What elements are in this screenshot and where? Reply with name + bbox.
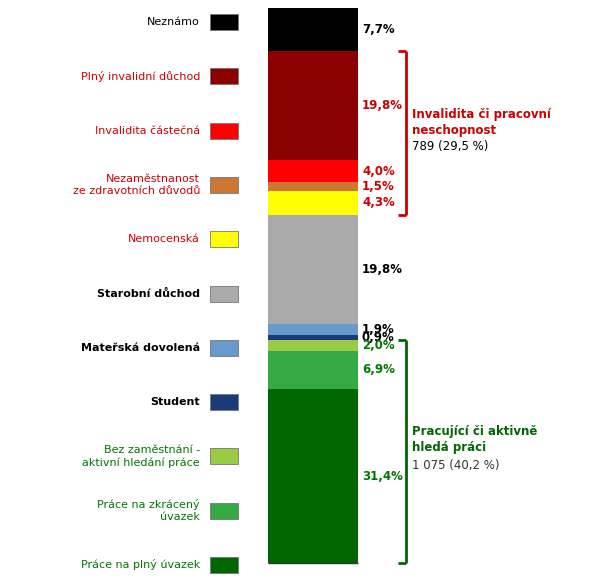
- Text: 4,3%: 4,3%: [362, 196, 395, 209]
- Bar: [268, 335, 358, 340]
- Text: 6,9%: 6,9%: [362, 364, 395, 376]
- Bar: [268, 191, 358, 215]
- Text: 7,7%: 7,7%: [362, 23, 395, 36]
- Bar: [210, 123, 238, 138]
- Text: Nezaměstnanost
ze zdravotních důvodů: Nezaměstnanost ze zdravotních důvodů: [73, 174, 200, 196]
- Text: Bez zaměstnání -
aktivní hledání práce: Bez zaměstnání - aktivní hledání práce: [82, 445, 200, 467]
- Text: Nemocenská: Nemocenská: [128, 234, 200, 244]
- Bar: [268, 182, 358, 191]
- Text: Plný invalidní důchod: Plný invalidní důchod: [80, 71, 200, 82]
- Text: Invalidita či pracovní
neschopnost: Invalidita či pracovní neschopnost: [412, 108, 551, 137]
- Bar: [210, 231, 238, 247]
- Text: Mateřská dovolená: Mateřská dovolená: [81, 343, 200, 353]
- Text: 0,9%: 0,9%: [362, 331, 395, 344]
- Text: Student: Student: [150, 397, 200, 407]
- Bar: [210, 68, 238, 85]
- Bar: [268, 351, 358, 389]
- Text: 2,0%: 2,0%: [362, 339, 395, 352]
- Text: 19,8%: 19,8%: [362, 99, 403, 112]
- Text: 1,5%: 1,5%: [362, 180, 395, 193]
- Bar: [268, 160, 358, 182]
- Bar: [210, 448, 238, 464]
- Bar: [210, 285, 238, 302]
- Text: 1,9%: 1,9%: [362, 323, 395, 336]
- Text: Práce na zkrácený
úvazek: Práce na zkrácený úvazek: [97, 500, 200, 522]
- Text: 31,4%: 31,4%: [362, 470, 403, 482]
- Bar: [268, 8, 358, 50]
- Bar: [210, 394, 238, 410]
- Text: Pracující či aktivně
hledá práci: Pracující či aktivně hledá práci: [412, 425, 538, 454]
- Text: 1 075 (40,2 %): 1 075 (40,2 %): [412, 459, 499, 472]
- Bar: [268, 50, 358, 160]
- Bar: [268, 340, 358, 351]
- Text: Neznámo: Neznámo: [147, 17, 200, 27]
- Bar: [210, 557, 238, 573]
- Text: 19,8%: 19,8%: [362, 263, 403, 276]
- Bar: [210, 340, 238, 356]
- Text: 4,0%: 4,0%: [362, 165, 395, 178]
- Bar: [268, 324, 358, 335]
- Bar: [268, 389, 358, 563]
- Bar: [210, 14, 238, 30]
- Text: Práce na plný úvazek: Práce na plný úvazek: [80, 559, 200, 570]
- Bar: [268, 215, 358, 324]
- Bar: [210, 177, 238, 193]
- Bar: [210, 503, 238, 519]
- Text: 789 (29,5 %): 789 (29,5 %): [412, 140, 488, 153]
- Text: Starobní důchod: Starobní důchod: [97, 288, 200, 299]
- Text: Invalidita částečná: Invalidita částečná: [95, 126, 200, 135]
